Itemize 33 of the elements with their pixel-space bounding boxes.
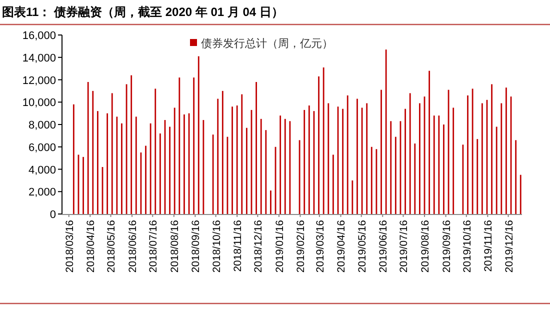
x-tick-label: 2019/10/16 (461, 220, 474, 273)
x-tick-label: 2018/04/16 (85, 220, 98, 273)
chart-title: 图表11： 债券融资（周，截至 2020 年 01 月 04 日） (2, 5, 284, 19)
x-tick-label: 2019/12/16 (503, 220, 516, 273)
x-tick-label: 2019/05/16 (356, 220, 368, 273)
y-tick-label: 0 (50, 209, 56, 221)
x-tick-label: 2019/07/16 (398, 220, 410, 273)
x-tick-label: 2018/06/16 (127, 220, 140, 273)
y-tick-label: 12,000 (22, 74, 56, 87)
y-tick-label: 8,000 (28, 120, 56, 132)
x-tick-label: 2019/06/16 (378, 220, 390, 273)
x-tick-label: 2018/11/16 (232, 220, 244, 272)
y-tick-label: 10,000 (22, 97, 56, 110)
legend-label: 债券发行总计（周，亿元） (201, 37, 333, 50)
x-tick-label: 2018/12/16 (252, 220, 265, 273)
x-tick-label: 2018/03/16 (64, 220, 76, 273)
x-tick-label: 2018/10/16 (210, 220, 223, 273)
x-tick-label: 2019/09/16 (440, 220, 453, 273)
x-tick-label: 2019/01/16 (274, 220, 286, 273)
x-tick-label: 2019/08/16 (420, 220, 432, 273)
x-tick-label: 2018/05/16 (106, 220, 118, 273)
x-tick-label: 2019/04/16 (336, 220, 348, 273)
x-tick-label: 2019/02/16 (295, 220, 308, 273)
x-tick-label: 2018/07/16 (148, 220, 160, 273)
y-tick-label: 6,000 (28, 142, 56, 154)
x-tick-label: 2019/03/16 (314, 220, 326, 273)
x-tick-label: 2019/11/16 (482, 220, 495, 272)
y-tick-label: 2,000 (28, 186, 56, 199)
x-tick-label: 2018/09/16 (190, 220, 202, 273)
y-tick-label: 16,000 (22, 30, 56, 42)
y-tick-label: 4,000 (28, 164, 56, 176)
y-tick-label: 14,000 (22, 52, 56, 64)
x-tick-label: 2018/08/16 (168, 220, 181, 273)
